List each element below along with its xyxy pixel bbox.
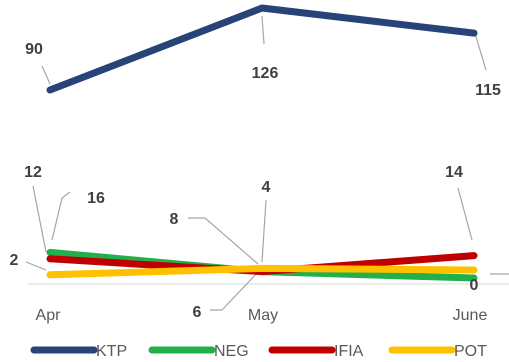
leader-line-ifia-2 xyxy=(457,187,473,241)
data-label-ktp-0: 90 xyxy=(25,41,43,58)
legend-item-ktp: KTP xyxy=(30,343,127,360)
data-label-pot-0: 2 xyxy=(10,252,19,269)
x-tick-label-apr: Apr xyxy=(36,307,62,324)
legend-item-pot: POT xyxy=(388,343,487,360)
leader-line-pot-0 xyxy=(25,261,47,271)
leader-line-ktp-2 xyxy=(473,29,487,71)
leader-line-pot-1 xyxy=(210,269,261,311)
leader-line-ktp-0 xyxy=(41,65,51,85)
data-label-neg-2: 0 xyxy=(470,277,479,294)
series-line-ktp xyxy=(46,4,478,94)
leader-line-ifia-1 xyxy=(188,217,259,265)
legend-label-ktp: KTP xyxy=(96,343,127,360)
x-tick-label-june: June xyxy=(453,307,488,324)
legend-label-ifia: IFIA xyxy=(334,343,364,360)
data-label-ifia-2: 14 xyxy=(445,164,463,181)
data-label-ifia-0: 12 xyxy=(24,164,42,181)
series-line-pot xyxy=(46,264,478,279)
data-label-ktp-2: 115 xyxy=(475,82,501,99)
data-label-neg-0: 16 xyxy=(87,190,105,207)
legend-item-neg: NEG xyxy=(148,343,249,360)
x-tick-label-may: May xyxy=(248,307,278,324)
leader-line-neg-1 xyxy=(261,199,267,263)
data-label-pot-1: 6 xyxy=(193,304,202,321)
leader-line-neg-0 xyxy=(51,191,71,241)
leader-line-ktp-1 xyxy=(261,15,265,45)
data-label-ktp-1: 126 xyxy=(252,65,279,82)
legend-item-ifia: IFIA xyxy=(268,343,364,360)
data-label-neg-1: 4 xyxy=(262,179,271,196)
legend-label-pot: POT xyxy=(454,343,487,360)
data-label-ifia-1: 8 xyxy=(170,211,179,228)
leader-line-ifia-0 xyxy=(32,185,47,253)
legend-label-neg: NEG xyxy=(214,343,249,360)
